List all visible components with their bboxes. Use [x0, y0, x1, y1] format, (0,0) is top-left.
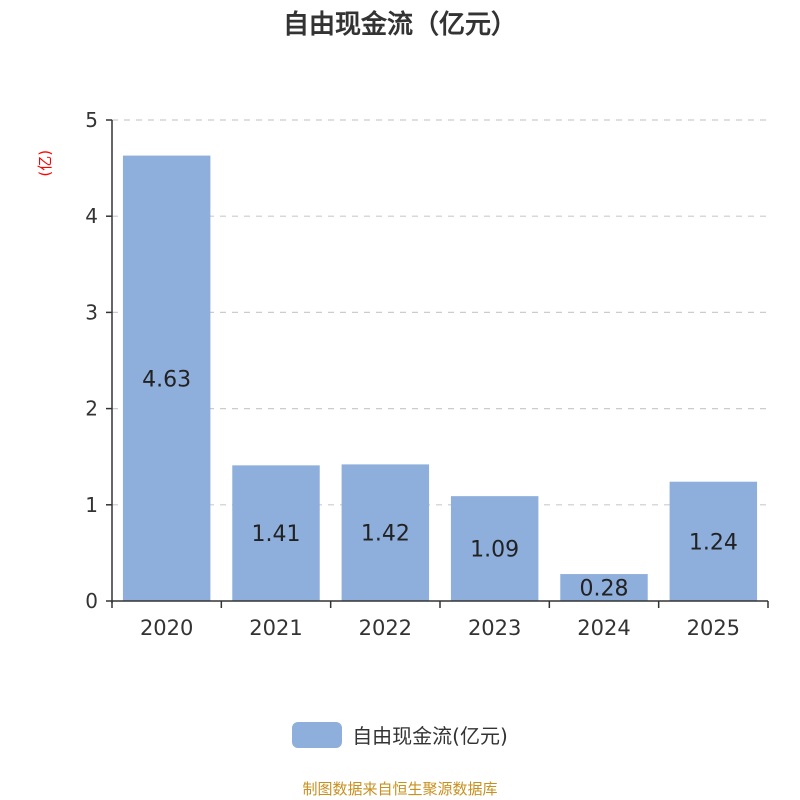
- x-tick-label: 2022: [359, 616, 412, 640]
- x-tick-label: 2024: [577, 616, 630, 640]
- bar-value-label: 1.24: [689, 530, 738, 555]
- legend[interactable]: 自由现金流(亿元): [0, 720, 800, 749]
- bar: [669, 481, 758, 601]
- y-tick-label: 4: [85, 204, 98, 228]
- bar-value-label: 0.28: [580, 577, 629, 602]
- y-tick-label: 2: [85, 397, 98, 421]
- source-note: 制图数据来自恒生聚源数据库: [302, 780, 498, 798]
- x-tick-label: 2025: [687, 616, 740, 640]
- bar: [341, 464, 430, 601]
- y-tick-label: 0: [85, 589, 98, 613]
- legend-label: 自由现金流(亿元): [352, 724, 508, 748]
- bar-chart: 0 1 2 3 4 5 (亿) 4.63 1.41 1.42 1.09 0.28 1.24 2020 202…: [36, 108, 769, 640]
- y-tick-label: 3: [85, 300, 98, 324]
- bar-value-label: 1.09: [470, 538, 519, 563]
- y-tick-label: 5: [85, 108, 98, 132]
- bar-value-label: 1.42: [361, 522, 410, 547]
- bar: [232, 465, 320, 601]
- bar-value-label: 4.63: [142, 367, 191, 392]
- bar: [122, 155, 211, 601]
- y-tick-label: 1: [85, 493, 98, 517]
- bar: [450, 496, 539, 601]
- legend-swatch: [292, 721, 343, 748]
- x-tick-label: 2021: [249, 616, 302, 640]
- bar-value-label: 1.41: [252, 522, 301, 547]
- x-tick-label: 2023: [468, 616, 521, 640]
- chart-title: 自由现金流（亿元）: [282, 10, 517, 40]
- y-axis-unit: (亿): [36, 150, 54, 177]
- x-tick-label: 2020: [140, 616, 193, 640]
- bar: [560, 574, 648, 601]
